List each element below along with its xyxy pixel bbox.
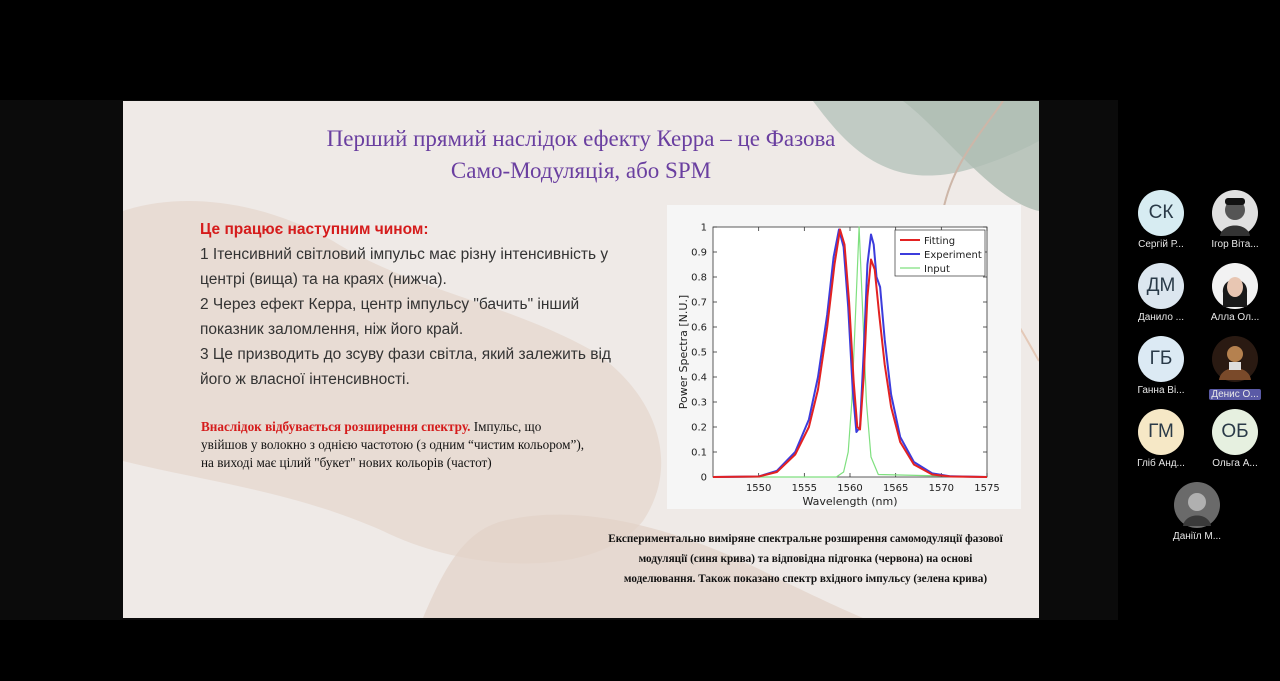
x-tick-label: 1560 [837, 483, 862, 494]
participant-tile[interactable]: ДМ Данило ... [1126, 263, 1196, 329]
series-line-fitting [712, 228, 988, 478]
participant-tile[interactable]: ОБ Ольга А... [1200, 409, 1270, 475]
participant-name: Алла Ол... [1210, 312, 1260, 323]
spectrum-chart-svg: 1550 1555 1560 1565 1570 1575 0 0.1 0.2 0.3 0.4 0.5… [677, 223, 1000, 509]
participant-tile[interactable]: СК Сергій Р... [1126, 190, 1196, 256]
caption-line: Експериментально виміряне спектральне ро… [608, 533, 1003, 545]
consequence-text: Внаслідок відбувається розширення спектр… [201, 418, 661, 472]
avatar [1212, 190, 1258, 236]
steps-header: Це працює наступним чином: [200, 221, 429, 238]
y-tick-label: 0.4 [691, 373, 707, 384]
avatar [1174, 482, 1220, 528]
consequence-text-3: на виході має цілий "букет" нових кольор… [201, 455, 492, 470]
legend-label: Experiment [924, 250, 982, 261]
x-tick-label: 1555 [792, 483, 817, 494]
consequence-text-1: Імпульс, що [470, 419, 542, 434]
avatar: ОБ [1212, 409, 1258, 455]
participant-name: Даніїл М... [1172, 531, 1222, 542]
avatar: СК [1138, 190, 1184, 236]
user-photo-icon [1174, 482, 1220, 528]
avatar: ГМ [1138, 409, 1184, 455]
caption-line: моделювання. Також показано спектр вхідн… [623, 573, 988, 585]
y-tick-label: 0.2 [691, 423, 707, 434]
participant-tile[interactable]: Алла Ол... [1200, 263, 1270, 329]
participant-name: Данило ... [1137, 312, 1185, 323]
participant-name: Гліб Анд... [1137, 458, 1185, 469]
participant-tile[interactable]: ГБ Ганна Ві... [1126, 336, 1196, 402]
participant-name: Сергій Р... [1138, 239, 1184, 250]
y-tick-label: 0.9 [691, 248, 707, 259]
title-line-2: Само-Модуляція, або SPM [450, 158, 712, 183]
consequence-text-2: увійшов у волокно з однією частотою (з о… [201, 437, 585, 452]
legend-label: Input [924, 264, 950, 275]
y-axis-label: Power Spectra [N.U.] [677, 295, 690, 409]
spectrum-chart: 1550 1555 1560 1565 1570 1575 0 0.1 0.2 0.3 0.4 0.5… [667, 205, 1021, 509]
chart-legend: Fitting Experiment Input [894, 229, 986, 277]
consequence-highlight: Внаслідок відбувається розширення спектр… [201, 419, 471, 434]
y-tick-label: 1 [701, 223, 707, 234]
participant-name: Ганна Ві... [1137, 385, 1185, 396]
y-tick-label: 0.3 [691, 398, 707, 409]
participant-name-active-speaker: Денис О... [1209, 389, 1261, 400]
presentation-slide: Перший прямий наслідок ефекту Керра – це… [123, 101, 1039, 618]
avatar [1212, 336, 1258, 382]
steps-text: Це працює наступним чином: 1 Ітенсивний … [200, 217, 670, 392]
avatar: ГБ [1138, 336, 1184, 382]
user-photo-icon [1212, 190, 1258, 236]
legend-label: Fitting [924, 236, 955, 247]
step-line: центрі (вища) та на краях (нижча). [200, 271, 447, 288]
step-line: 1 Ітенсивний світловий імпульс має різну… [200, 246, 609, 263]
x-axis-label: Wavelength (nm) [802, 495, 897, 508]
x-tick-label: 1575 [974, 483, 999, 494]
participant-tile[interactable]: ГМ Гліб Анд... [1126, 409, 1196, 475]
series-line-input [713, 226, 988, 478]
caption-line: модуляції (синя крива) та відповідна під… [638, 553, 973, 565]
y-tick-label: 0.1 [691, 448, 707, 459]
user-photo-icon [1212, 336, 1258, 382]
y-tick-label: 0.6 [691, 323, 707, 334]
y-tick-label: 0 [701, 473, 707, 484]
participant-name: Ігор Віта... [1211, 239, 1259, 250]
slide-background-shapes [123, 101, 1039, 618]
participant-tile[interactable]: Ігор Віта... [1200, 190, 1270, 256]
y-tick-label: 0.5 [691, 348, 707, 359]
user-photo-icon [1212, 263, 1258, 309]
y-tick-label: 0.8 [691, 273, 707, 284]
participant-tile[interactable]: Даніїл М... [1162, 482, 1232, 548]
participants-panel: СК Сергій Р... Ігор Віта... ДМ Данило ..… [1118, 180, 1280, 560]
slide-title: Перший прямий наслідок ефекту Керра – це… [123, 123, 1039, 187]
avatar [1212, 263, 1258, 309]
y-tick-label: 0.7 [691, 298, 707, 309]
step-line: 2 Через ефект Керра, центр імпульсу "бач… [200, 296, 580, 313]
x-tick-label: 1550 [746, 483, 771, 494]
participant-name: Ольга А... [1212, 458, 1258, 469]
x-tick-label: 1570 [929, 483, 954, 494]
step-line: його ж власної інтенсивності. [200, 371, 410, 388]
participant-tile[interactable]: Денис О... [1200, 336, 1270, 402]
step-line: 3 Це призводить до зсуву фази світла, як… [200, 346, 611, 363]
title-line-1: Перший прямий наслідок ефекту Керра – це… [326, 126, 836, 151]
x-tick-label: 1565 [883, 483, 908, 494]
step-line: показник заломлення, ніж його край. [200, 321, 464, 338]
avatar: ДМ [1138, 263, 1184, 309]
figure-caption: Експериментально виміряне спектральне ро… [578, 529, 1033, 589]
